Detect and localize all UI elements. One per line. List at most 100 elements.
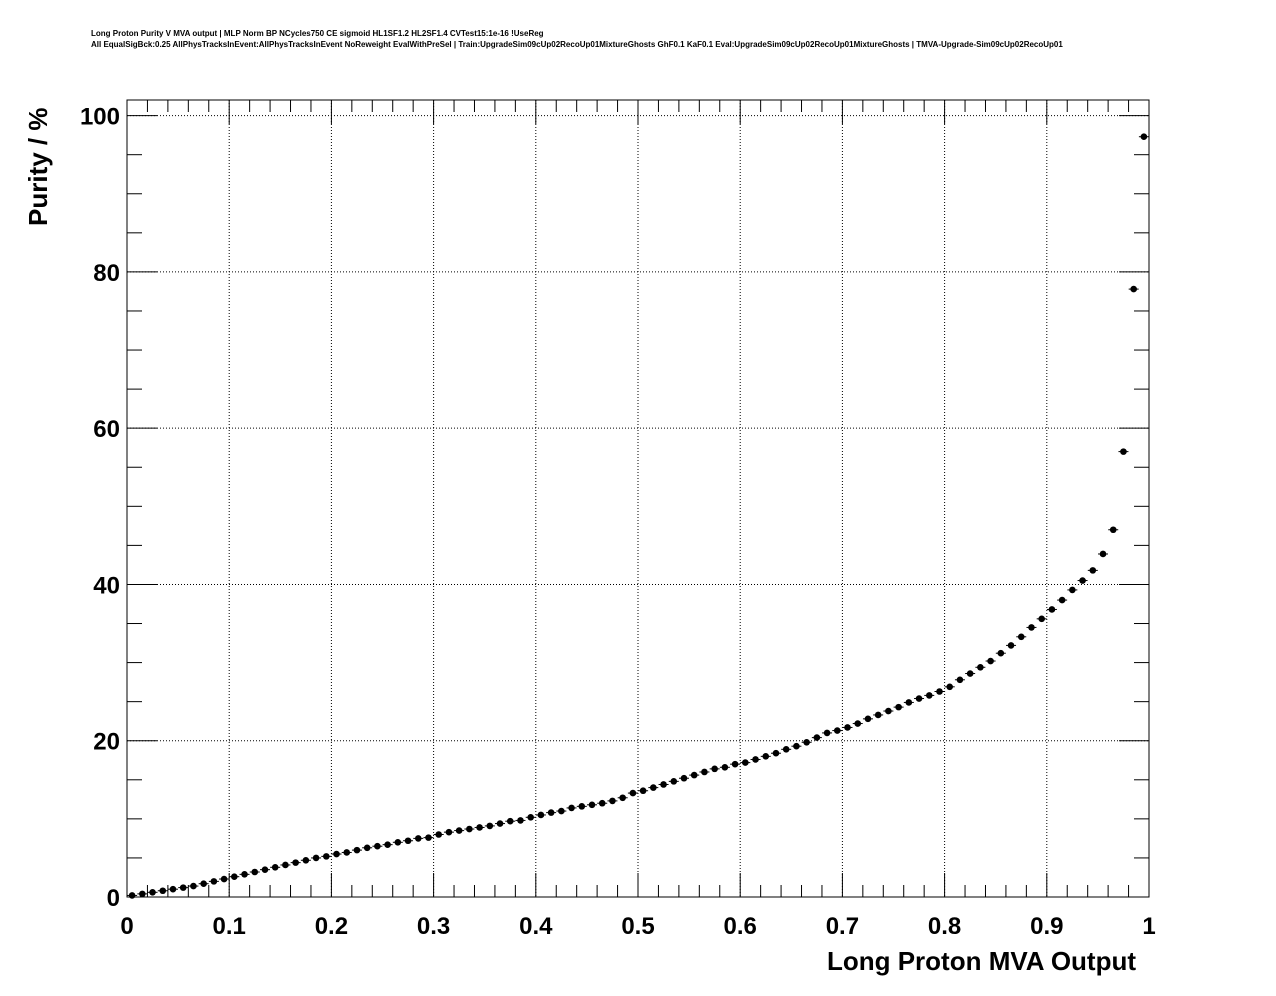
- data-point-marker: [598, 799, 606, 807]
- data-point: [1108, 526, 1119, 534]
- data-point-marker: [220, 875, 228, 883]
- data-point-marker: [1028, 624, 1035, 631]
- y-axis-title: Purity / %: [23, 108, 53, 226]
- data-point: [1118, 448, 1129, 455]
- data-point-marker: [772, 749, 780, 757]
- data-point-marker: [793, 742, 800, 750]
- data-point-marker: [282, 861, 289, 869]
- data-point-marker: [987, 657, 994, 665]
- data-point-marker: [639, 787, 647, 795]
- data-point-marker: [179, 884, 187, 891]
- tick-labels: 0 0.1 0.2 0.3 0.4 0.5 0.6 0.7 0.8 0.9 1 0 20 40 60 80 10…: [80, 104, 1156, 940]
- data-point-marker: [374, 842, 381, 850]
- data-point-marker: [782, 746, 790, 753]
- data-point-marker: [241, 871, 248, 878]
- data-point: [903, 699, 914, 706]
- data-point-marker: [159, 887, 167, 895]
- data-point: [1046, 606, 1057, 613]
- y-tick-label: 20: [93, 729, 120, 756]
- data-point: [372, 842, 383, 850]
- data-point-marker: [946, 683, 954, 691]
- data-point-marker: [690, 771, 698, 779]
- data-point: [474, 824, 485, 831]
- data-point: [229, 873, 240, 880]
- data-point: [862, 715, 873, 723]
- data-point-marker: [455, 827, 463, 834]
- data-point: [566, 804, 577, 812]
- data-point: [730, 760, 741, 768]
- data-point-marker: [169, 885, 177, 893]
- data-point-marker: [854, 720, 862, 727]
- data-point-marker: [149, 889, 156, 896]
- data-point: [198, 880, 209, 888]
- data-point-marker: [813, 734, 821, 741]
- data-point: [822, 729, 833, 737]
- x-tick-label: 0.4: [519, 913, 553, 940]
- data-point: [648, 784, 659, 791]
- data-point: [1006, 642, 1017, 649]
- data-point: [944, 683, 955, 691]
- data-point: [219, 875, 230, 883]
- data-point-marker: [343, 849, 351, 856]
- data-point-marker: [823, 729, 831, 737]
- data-point: [331, 850, 342, 858]
- data-point: [832, 727, 843, 734]
- data-point-marker: [496, 820, 504, 827]
- data-points: [127, 133, 1149, 899]
- data-point-marker: [527, 814, 534, 821]
- data-point: [975, 663, 986, 671]
- data-point-marker: [864, 715, 872, 723]
- data-point: [546, 809, 557, 816]
- data-point: [178, 884, 189, 891]
- data-point: [678, 774, 689, 782]
- data-point: [781, 746, 792, 753]
- data-point: [454, 827, 465, 834]
- data-point-marker: [517, 817, 524, 824]
- x-tick-label: 0.7: [826, 913, 859, 940]
- data-point-marker: [394, 839, 402, 846]
- data-point: [638, 787, 649, 795]
- data-point-marker: [680, 774, 688, 782]
- data-point-marker: [558, 807, 565, 815]
- data-point-marker: [128, 892, 136, 899]
- data-point-marker: [588, 801, 596, 809]
- data-point-marker: [466, 825, 473, 833]
- data-point-marker: [1079, 577, 1086, 584]
- grid: [127, 100, 1149, 897]
- data-point: [208, 878, 219, 885]
- y-tick-label: 80: [93, 260, 120, 287]
- data-point: [556, 807, 567, 815]
- data-point-marker: [200, 880, 207, 888]
- data-point: [607, 797, 618, 805]
- data-point-marker: [1058, 596, 1066, 604]
- data-point-marker: [629, 789, 637, 797]
- data-point-marker: [486, 822, 494, 830]
- data-point-marker: [650, 784, 657, 791]
- data-point: [668, 778, 679, 785]
- data-point: [985, 657, 996, 665]
- data-point-marker: [251, 868, 259, 876]
- data-point: [433, 831, 444, 838]
- data-point: [137, 890, 148, 898]
- axis-ticks: [126, 100, 1150, 898]
- data-point: [351, 846, 362, 854]
- data-point: [290, 859, 301, 866]
- data-point: [495, 820, 506, 827]
- data-point-marker: [568, 804, 575, 812]
- x-tick-label: 0.5: [621, 913, 654, 940]
- data-point: [525, 814, 536, 821]
- data-point-marker: [915, 695, 923, 702]
- data-point: [188, 882, 199, 890]
- chart-subtitle: All EqualSigBck:0.25 AllPhysTracksInEven…: [91, 40, 1063, 49]
- x-tick-label: 1: [1142, 913, 1155, 940]
- data-point: [239, 871, 250, 878]
- data-point: [535, 811, 546, 819]
- data-point: [852, 720, 863, 727]
- data-point: [280, 861, 291, 869]
- y-tick-label: 100: [80, 104, 120, 131]
- data-point-marker: [312, 854, 320, 862]
- data-point: [587, 801, 598, 809]
- data-point-marker: [731, 760, 739, 768]
- data-point: [167, 885, 178, 893]
- data-point-marker: [956, 676, 964, 684]
